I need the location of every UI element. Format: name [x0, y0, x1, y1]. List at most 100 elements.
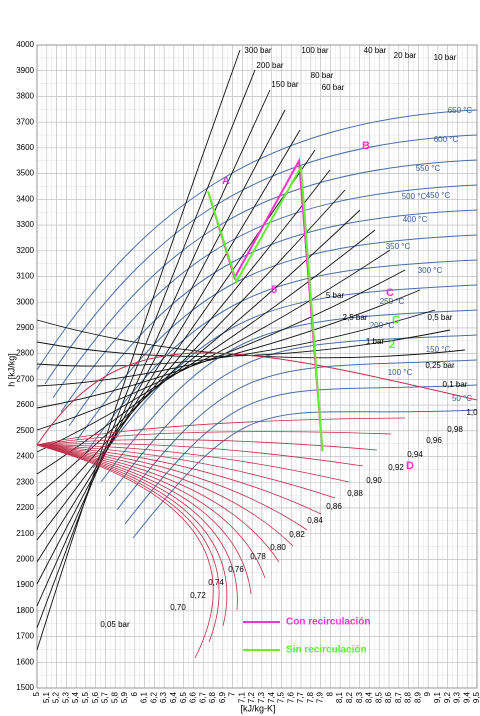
x-tick-label: 7,7 — [296, 691, 305, 703]
quality-line — [36, 444, 238, 611]
x-tick-label: 7,9 — [316, 691, 325, 703]
y-tick-label: 2700 — [16, 374, 34, 383]
quality-line — [36, 444, 228, 627]
y-tick-label: 2400 — [16, 452, 34, 461]
x-axis-label: [kJ/kg-K] — [240, 703, 275, 713]
isobar-label: 0,25 bar — [425, 361, 455, 370]
isobar — [36, 49, 241, 651]
isobar-label: 2,5 bar — [343, 313, 368, 322]
x-tick-label: 8,2 — [345, 691, 354, 703]
x-tick-label: 7,3 — [257, 691, 266, 703]
x-tick-label: 8,5 — [374, 691, 383, 703]
isobar-label: 200 bar — [256, 61, 283, 70]
x-tick-label: 9,3 — [453, 691, 462, 703]
quality-line — [36, 444, 308, 531]
isotherm-label: 250 °C — [380, 297, 405, 306]
y-tick-label: 1500 — [16, 683, 34, 692]
point-label: D — [406, 460, 414, 472]
x-tick-label: 8,8 — [404, 691, 413, 703]
isotherm-label: 50 °C — [452, 394, 472, 403]
isobar-label: 150 bar — [271, 80, 298, 89]
isotherm-label: 500 °C — [402, 192, 427, 201]
y-tick-label: 1700 — [16, 632, 34, 641]
isobar — [36, 329, 451, 357]
x-tick-label: 6,9 — [218, 691, 227, 703]
x-tick-label: 5 — [32, 691, 41, 696]
isobar-label: 1 bar — [366, 337, 385, 346]
quality-label: 0,84 — [307, 516, 323, 525]
isobar-label: 5 bar — [326, 291, 345, 300]
y-tick-label: 2500 — [16, 426, 34, 435]
y-tick-label: 2800 — [16, 349, 34, 358]
x-tick-label: 5,4 — [71, 691, 80, 703]
x-tick-label: 7,2 — [247, 691, 256, 703]
quality-label: 0,94 — [407, 450, 423, 459]
point-label: 5 — [271, 284, 277, 296]
y-tick-label: 2900 — [16, 323, 34, 332]
x-tick-label: 6,8 — [208, 691, 217, 703]
y-axis-label: h [kJ/kg] — [6, 353, 16, 387]
y-tick-label: 3100 — [16, 272, 34, 281]
x-tick-label: 7,8 — [306, 691, 315, 703]
isotherm — [52, 159, 478, 399]
quality-line — [36, 444, 252, 595]
y-tick-label: 1600 — [16, 657, 34, 666]
isobar-label: 40 bar — [364, 46, 387, 55]
y-tick-label: 3400 — [16, 194, 34, 203]
y-tick-label: 2100 — [16, 529, 34, 538]
quality-line — [36, 444, 266, 579]
isotherm — [116, 359, 478, 511]
quality-line — [36, 444, 214, 659]
quality-label: 0,76 — [228, 565, 244, 574]
quality-label: 0,98 — [447, 425, 463, 434]
quality-line — [36, 431, 392, 446]
isotherm — [124, 384, 478, 525]
quality-line — [36, 417, 406, 446]
plot-frame — [36, 44, 478, 689]
y-tick-label: 3200 — [16, 246, 34, 255]
isobar-label: 300 bar — [244, 46, 271, 55]
isotherm-label: 100 °C — [388, 368, 413, 377]
quality-label: 0,80 — [270, 543, 286, 552]
x-tick-label: 9,4 — [462, 691, 471, 703]
saturation-line — [36, 352, 478, 446]
y-tick-label: 3700 — [16, 117, 34, 126]
x-tick-label: 8,3 — [355, 691, 364, 703]
point-label: 2 — [389, 339, 395, 351]
point-label: A — [222, 175, 230, 187]
y-tick-label: 3800 — [16, 92, 34, 101]
isotherm-label: 600 °C — [434, 135, 459, 144]
point-label: C — [386, 287, 394, 299]
y-tick-label: 3000 — [16, 297, 34, 306]
isobar — [36, 69, 256, 629]
y-tick-label: 2300 — [16, 477, 34, 486]
x-tick-label: 8,9 — [413, 691, 422, 703]
isotherm-label: 550 °C — [416, 164, 441, 173]
x-tick-label: 7,6 — [286, 691, 295, 703]
isobar — [36, 89, 271, 607]
x-tick-label: 9,2 — [443, 691, 452, 703]
x-tick-label: 5,6 — [91, 691, 100, 703]
quality-label: 0,86 — [326, 502, 342, 511]
legend-label: Sin recirculación — [286, 645, 367, 656]
isotherm-label: 300 °C — [418, 266, 443, 275]
x-tick-label: 5,9 — [120, 691, 129, 703]
y-tick-label: 4000 — [16, 40, 34, 49]
x-tick-label: 7 — [228, 691, 237, 696]
quality-label: 0,70 — [170, 603, 186, 612]
quality-label: 0,72 — [190, 591, 206, 600]
quality-line — [36, 443, 364, 467]
isobar-label: 10 bar — [434, 53, 457, 62]
y-tick-label: 3900 — [16, 66, 34, 75]
quality-label: 0,78 — [250, 552, 266, 561]
isobar-label: 100 bar — [301, 46, 328, 55]
quality-label: 0,88 — [347, 489, 363, 498]
isobar — [36, 149, 316, 541]
x-tick-label: 9,1 — [433, 691, 442, 703]
isotherm-label: 650 °C — [448, 106, 473, 115]
x-tick-label: 6,4 — [169, 691, 178, 703]
x-tick-label: 8 — [325, 691, 334, 696]
x-tick-label: 9,5 — [472, 691, 480, 703]
isobar — [36, 129, 301, 563]
